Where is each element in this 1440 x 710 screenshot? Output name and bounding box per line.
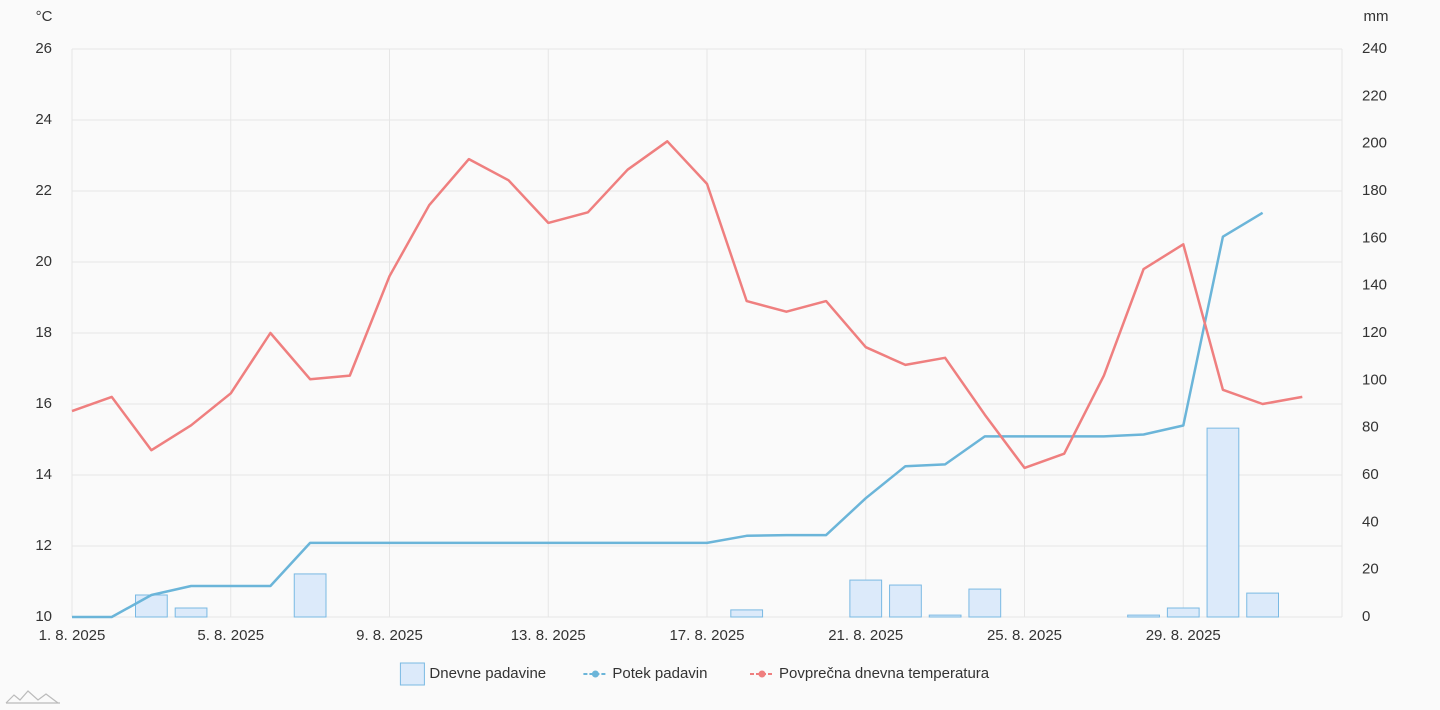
- bar-series: [135, 427, 1279, 618]
- y2-tick-label: 180: [1362, 182, 1387, 199]
- x-tick-label: 9. 8. 2025: [356, 627, 423, 644]
- x-tick-label: 29. 8. 2025: [1146, 627, 1221, 644]
- y2-tick-label: 120: [1362, 324, 1387, 341]
- y2-tick-label: 220: [1362, 87, 1387, 104]
- legend-dot: [591, 670, 599, 678]
- legend-label: Povprečna dnevna temperatura: [779, 665, 990, 682]
- y-tick-label: 10: [35, 608, 52, 625]
- bar: [1166, 607, 1200, 618]
- y2-tick-label: 240: [1362, 40, 1387, 57]
- legend-swatch: [399, 662, 425, 686]
- bar: [293, 573, 327, 618]
- y2-axis-unit: mm: [1364, 8, 1389, 25]
- y2-tick-label: 20: [1362, 561, 1379, 578]
- bar: [849, 579, 883, 618]
- y2-tick-label: 0: [1362, 608, 1370, 625]
- x-tick-label: 21. 8. 2025: [828, 627, 903, 644]
- y-tick-label: 18: [35, 324, 52, 341]
- y2-tick-label: 200: [1362, 135, 1387, 152]
- bar: [135, 594, 168, 618]
- x-tick-label: 25. 8. 2025: [987, 627, 1062, 644]
- bar: [1246, 592, 1279, 618]
- line: [72, 211, 1264, 619]
- line: [71, 140, 1303, 470]
- y-tick-label: 22: [35, 182, 52, 199]
- y-tick-label: 24: [35, 111, 52, 128]
- y-tick-label: 14: [35, 466, 52, 483]
- x-tick-label: 17. 8. 2025: [669, 627, 744, 644]
- bar: [1206, 427, 1240, 618]
- y2-tick-label: 60: [1362, 466, 1379, 483]
- y-tick-label: 12: [35, 537, 52, 554]
- bar: [889, 584, 922, 618]
- legend: Dnevne padavine Potek padavin Povprečna dn…: [399, 662, 990, 686]
- y-axis-unit: °C: [36, 8, 53, 25]
- y-tick-label: 26: [35, 40, 52, 57]
- y2-tick-label: 160: [1362, 229, 1387, 246]
- legend-dot: [758, 670, 766, 678]
- logo: [5, 690, 60, 704]
- y-tick-label: 16: [35, 395, 52, 412]
- bar: [730, 609, 764, 618]
- bar: [174, 607, 208, 618]
- y-tick-label: 20: [35, 253, 52, 270]
- grid: [71, 48, 1343, 618]
- y2-tick-label: 100: [1362, 371, 1387, 388]
- y2-tick-label: 40: [1362, 513, 1379, 530]
- y2-tick-label: 80: [1362, 419, 1379, 436]
- x-tick-label: 1. 8. 2025: [39, 627, 106, 644]
- bar: [1127, 614, 1160, 618]
- x-tick-label: 5. 8. 2025: [197, 627, 264, 644]
- y2-tick-label: 140: [1362, 277, 1387, 294]
- bar: [928, 614, 962, 618]
- legend-label: Potek padavin: [612, 665, 707, 682]
- x-tick-label: 13. 8. 2025: [511, 627, 586, 644]
- bar: [968, 588, 1002, 618]
- legend-label: Dnevne padavine: [429, 665, 546, 682]
